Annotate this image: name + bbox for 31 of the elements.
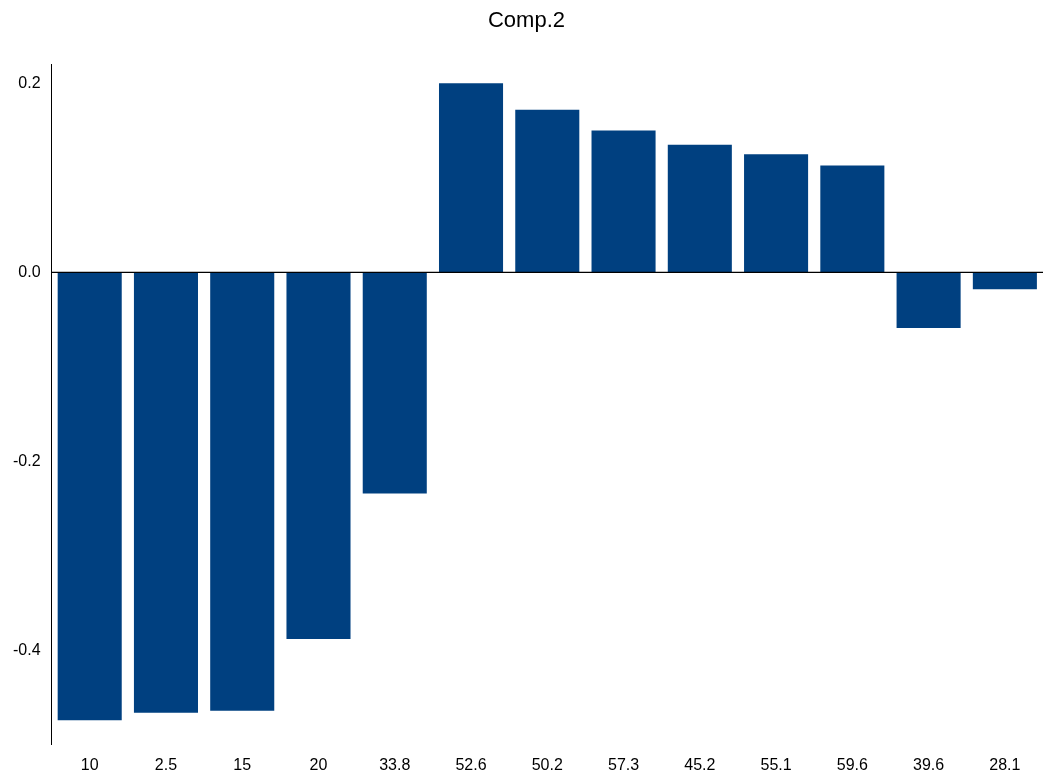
y-tick-label: 0.0 [18, 262, 41, 280]
bar [896, 272, 961, 329]
x-tick-label: 2.5 [154, 755, 178, 773]
bar [972, 272, 1037, 290]
y-tick-label: -0.4 [12, 640, 41, 658]
bar [667, 144, 732, 273]
bar [362, 272, 427, 494]
x-tick-label: 55.1 [760, 755, 792, 773]
bar [286, 272, 351, 639]
bar [820, 165, 885, 273]
chart-title: Comp.2 [487, 7, 566, 33]
bar [438, 83, 504, 273]
x-tick-label: 10 [80, 755, 99, 773]
x-tick-label: 33.8 [379, 755, 411, 773]
bar [515, 109, 580, 273]
bar [210, 272, 275, 711]
x-tick-label: 39.6 [913, 755, 945, 773]
y-tick-label: -0.2 [12, 451, 41, 469]
x-tick-label: 15 [233, 755, 252, 773]
x-tick-label: 20 [309, 755, 328, 773]
x-tick-label: 50.2 [531, 755, 563, 773]
x-tick-label: 52.6 [455, 755, 487, 773]
x-tick-label: 57.3 [607, 755, 640, 773]
x-tick-label: 59.6 [836, 755, 869, 773]
x-tick-label: 45.2 [684, 755, 716, 773]
x-tick-label: 28.1 [989, 755, 1021, 773]
bar [744, 154, 809, 273]
y-tick-label: 0.2 [18, 73, 41, 91]
bar [591, 130, 656, 273]
bar [57, 272, 122, 721]
bar [133, 272, 198, 713]
